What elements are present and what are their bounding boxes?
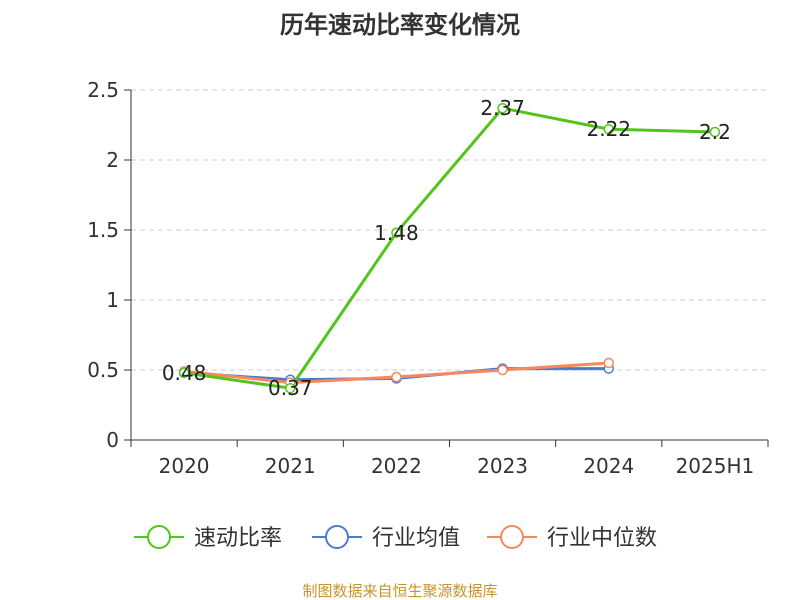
x-axis-ticks: 2020 2021 2022 2023 2024 2025H1 — [130, 440, 769, 478]
y-tick-label: 1 — [106, 288, 119, 312]
legend[interactable]: 速动比率 行业均值 行业中位数 — [134, 525, 657, 551]
y-axis-ticks: 0 0.5 1 1.5 2 2.5 — [87, 78, 131, 452]
data-label: 2.22 — [586, 117, 631, 141]
y-tick-label: 2 — [106, 148, 119, 172]
data-point[interactable] — [178, 367, 190, 379]
legend-label: 行业均值 — [372, 526, 460, 551]
axes — [130, 90, 768, 441]
data-point[interactable] — [391, 227, 402, 239]
legend-label: 速动比率 — [194, 526, 282, 551]
legend-item-1[interactable]: 行业均值 — [312, 525, 460, 551]
data-label: 0.37 — [268, 376, 313, 400]
legend-label: 行业中位数 — [547, 526, 657, 551]
x-tick-label: 2023 — [477, 454, 528, 478]
data-point[interactable] — [497, 364, 508, 376]
x-tick-label: 2025H1 — [676, 454, 755, 478]
data-label: 2.37 — [480, 96, 525, 120]
data-label: 2.2 — [699, 120, 731, 144]
data-point[interactable] — [709, 126, 721, 138]
x-tick-label: 2020 — [159, 454, 210, 478]
legend-marker-icon — [325, 525, 349, 549]
legend-item-0[interactable]: 速动比率 — [134, 525, 282, 551]
series-line-0 — [183, 106, 715, 390]
data-point[interactable] — [497, 102, 508, 114]
data-label: 0.48 — [162, 361, 207, 385]
data-point[interactable] — [391, 371, 402, 383]
data-point[interactable] — [285, 382, 296, 394]
source-note: 制图数据来自恒生聚源数据库 — [302, 582, 497, 600]
series-points — [178, 102, 721, 394]
legend-marker-icon — [147, 525, 171, 549]
y-tick-label: 0.5 — [87, 358, 119, 382]
y-tick-label: 1.5 — [87, 218, 119, 242]
y-tick-label: 2.5 — [87, 78, 119, 102]
x-tick-label: 2024 — [583, 454, 634, 478]
x-tick-label: 2021 — [265, 454, 316, 478]
data-point[interactable] — [603, 123, 614, 135]
legend-marker-icon — [500, 525, 524, 549]
y-tick-label: 0 — [106, 428, 119, 452]
data-label: 1.48 — [374, 221, 419, 245]
x-tick-label: 2022 — [371, 454, 422, 478]
data-labels: 0.48 0.37 1.48 2.37 2.22 2.2 — [162, 96, 731, 400]
grid-lines — [131, 89, 768, 371]
data-point[interactable] — [603, 357, 614, 369]
chart-title: 历年速动比率变化情况 — [280, 11, 520, 39]
series-lines — [183, 106, 715, 390]
legend-item-2[interactable]: 行业中位数 — [487, 525, 657, 551]
